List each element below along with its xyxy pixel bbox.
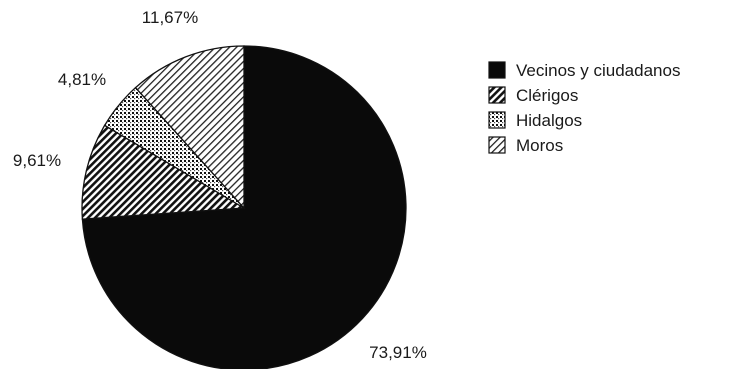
pie-slices — [81, 45, 407, 369]
pie-slice-4 — [134, 45, 245, 210]
legend-swatch-1 — [488, 61, 506, 79]
legend-swatch-2 — [488, 86, 506, 104]
legend-label-1: Vecinos y ciudadanos — [516, 61, 680, 80]
legend: Vecinos y ciudadanos Clérigos Hidalgos Moro… — [488, 61, 680, 155]
legend-label-2: Clérigos — [516, 86, 578, 105]
legend-label-3: Hidalgos — [516, 111, 582, 130]
slice-value-label-2: 9,61% — [13, 151, 61, 170]
slice-value-label-3: 4,81% — [58, 70, 106, 89]
pie-value-labels: 73,91% 9,61% 4,81% 11,67% — [13, 8, 427, 362]
slice-value-label-4: 11,67% — [142, 8, 198, 27]
pie-slice-2 — [81, 124, 247, 220]
legend-swatch-3 — [488, 111, 506, 129]
slice-value-label-1: 73,91% — [369, 343, 427, 362]
legend-swatch-4 — [488, 136, 506, 154]
legend-label-4: Moros — [516, 136, 563, 155]
